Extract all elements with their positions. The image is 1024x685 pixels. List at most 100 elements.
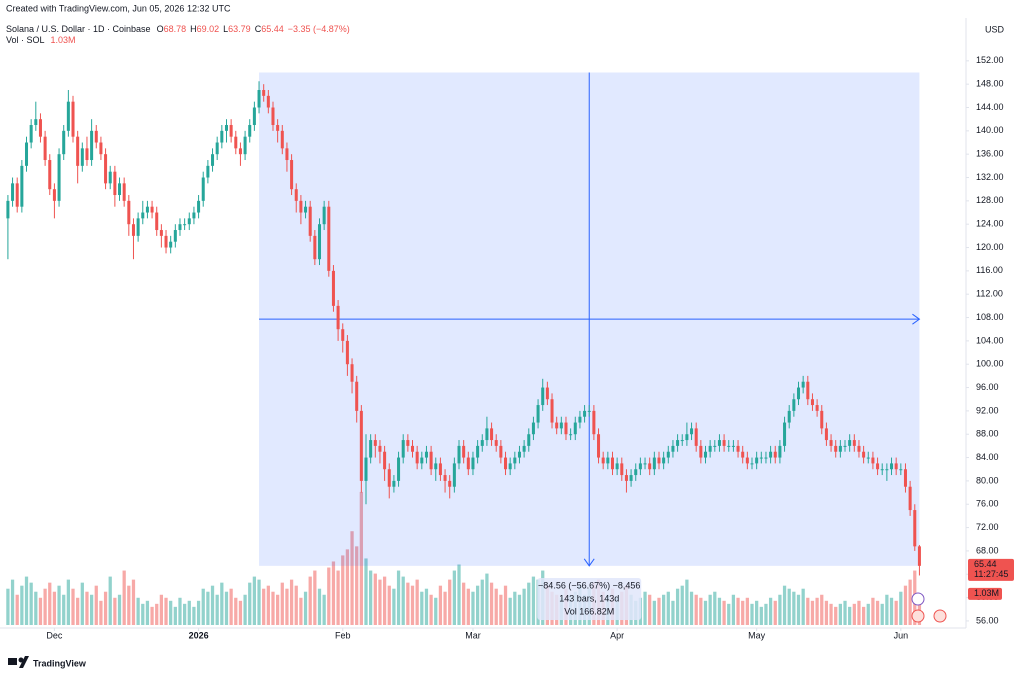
candle-body <box>643 463 647 465</box>
candle-body <box>787 410 791 423</box>
volume-bar <box>257 579 261 625</box>
volume-bar <box>52 591 57 625</box>
candle-body <box>550 399 554 423</box>
volume-bar <box>243 594 247 625</box>
volume-bar <box>373 573 377 625</box>
candle-body <box>308 206 312 236</box>
volume-bar <box>206 591 210 625</box>
x-tick-label: Apr <box>610 630 624 640</box>
candle-body <box>824 428 828 441</box>
volume-bar <box>178 597 182 625</box>
volume-bar <box>517 594 522 625</box>
y-tick-label: 72.00 <box>976 522 999 532</box>
volume-bar <box>796 594 801 625</box>
volume-bar <box>852 603 856 625</box>
volume-bar <box>443 591 447 625</box>
candle-body <box>685 434 689 441</box>
volume-bar <box>694 594 698 625</box>
volume-bar <box>508 597 512 625</box>
volume-bar <box>531 576 536 625</box>
candle-body <box>383 451 387 470</box>
candle-body <box>917 546 921 566</box>
volume-bar <box>685 579 689 625</box>
candle-body <box>773 451 777 458</box>
candle-body <box>834 445 838 452</box>
measure-overlay: −84.56 (−56.67%) −8,456 143 bars, 143d Vol… <box>259 72 921 620</box>
candle-body <box>262 90 266 96</box>
volume-bar <box>280 582 284 625</box>
ohlc-label: L <box>223 24 228 34</box>
volume-bar <box>131 579 136 625</box>
volume-bar <box>122 570 126 625</box>
candle-body <box>880 469 884 471</box>
volume-bar <box>736 597 740 625</box>
volume-bar <box>662 594 666 625</box>
volume-bar <box>173 606 177 625</box>
candle-body <box>648 463 652 470</box>
candle-body <box>201 177 205 201</box>
candle-body <box>159 230 163 236</box>
candle-body <box>796 387 801 400</box>
volume-bar <box>336 570 340 625</box>
ohlc-label: O <box>157 24 164 34</box>
volume-bar <box>675 588 680 625</box>
volume-bar <box>20 585 24 625</box>
candle-body <box>229 125 233 137</box>
y-tick-label: 124.00 <box>976 219 1004 229</box>
volume-value: 1.03M <box>51 35 76 45</box>
y-tick-label: 140.00 <box>976 125 1004 135</box>
candle-body <box>624 475 628 481</box>
candle-body <box>708 445 712 452</box>
candle-body <box>15 183 19 207</box>
volume-bar <box>871 597 875 625</box>
axes: 56.0060.0064.0068.0072.0076.0080.0084.00… <box>46 55 1014 640</box>
measure-info: Vol 166.82M <box>564 606 614 616</box>
y-tick-label: 100.00 <box>976 359 1004 369</box>
candle-body <box>257 90 261 108</box>
volume-bar <box>327 567 331 625</box>
candle-body <box>373 440 377 446</box>
volume-bar <box>150 606 154 625</box>
candle-body <box>187 218 191 225</box>
ohlc-value: 65.44 <box>261 24 284 34</box>
candle-body <box>717 440 721 446</box>
candle-body <box>410 445 415 452</box>
volume-bar <box>810 600 815 625</box>
volume-bar <box>513 591 517 625</box>
candle-body <box>317 224 322 260</box>
candle-body <box>220 130 224 143</box>
candle-body <box>48 160 52 190</box>
volume-bar <box>792 591 796 625</box>
volume-bar <box>680 585 684 625</box>
volume-bar <box>169 600 173 625</box>
volume-bar <box>187 600 191 625</box>
y-tick-label: 76.00 <box>976 499 999 509</box>
volume-bar <box>43 588 47 625</box>
x-tick-label: May <box>748 630 766 640</box>
volume-bar <box>475 585 480 625</box>
volume-bar <box>201 588 205 625</box>
candle-body <box>690 428 694 435</box>
candle-body <box>801 381 805 388</box>
volume-bar <box>350 531 354 625</box>
ohlc-label: H <box>190 24 197 34</box>
volume-bar <box>322 594 326 625</box>
y-tick-label: 96.00 <box>976 382 999 392</box>
volume-bar <box>731 594 736 625</box>
volume-bar <box>452 570 456 625</box>
candle-body <box>71 101 75 137</box>
measure-info: 143 bars, 143d <box>559 593 619 603</box>
y-tick-label: 108.00 <box>976 312 1004 322</box>
candle-body <box>792 399 796 411</box>
candle-body <box>448 480 452 487</box>
created-by: Created with TradingView.com, Jun 05, 20… <box>6 3 231 13</box>
last-price: 65.44 <box>974 559 997 569</box>
volume-bar <box>666 591 670 625</box>
volume-bar <box>420 591 424 625</box>
volume-bar <box>234 597 238 625</box>
candle-body <box>866 457 870 459</box>
candle-body <box>155 212 159 231</box>
y-tick-label: 104.00 <box>976 335 1004 345</box>
y-tick-label: 84.00 <box>976 452 999 462</box>
